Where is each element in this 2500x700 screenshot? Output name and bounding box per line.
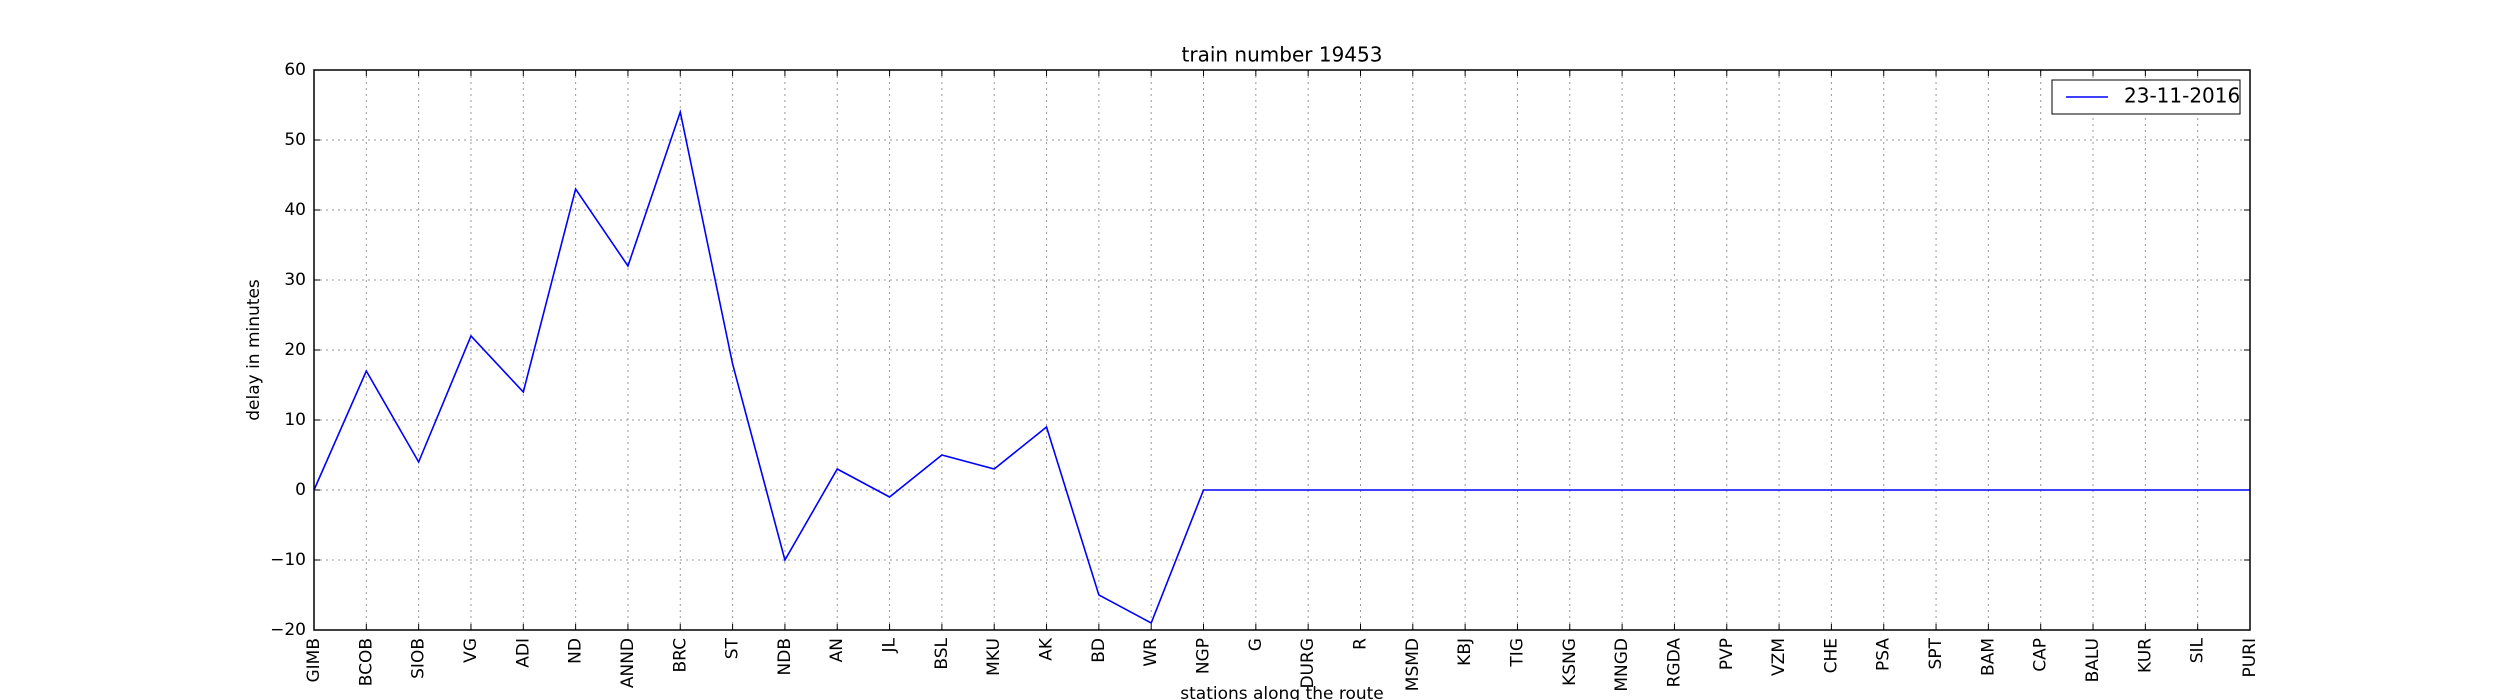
y-tick-label: 10: [284, 410, 306, 430]
y-tick-label: 60: [284, 60, 306, 80]
legend: 23-11-2016: [2051, 79, 2241, 115]
x-tick-label: VG: [461, 638, 481, 663]
x-tick-label: MSMD: [1403, 638, 1423, 691]
x-tick-label: KUR: [2135, 638, 2155, 673]
x-tick-label: KSNG: [1560, 638, 1580, 686]
y-tick-label: 0: [295, 480, 306, 500]
y-tick-label: 50: [284, 130, 306, 150]
x-tick-label: ND: [566, 638, 586, 664]
x-tick-label: PURI: [2240, 638, 2260, 678]
data-line: [313, 108, 2250, 625]
x-tick-label: PVP: [1717, 638, 1737, 670]
x-tick-label: CAP: [2031, 638, 2051, 672]
chart-title: train number 19453: [1182, 43, 1383, 67]
x-tick-label: G: [1246, 638, 1266, 651]
x-tick-label: ANND: [618, 638, 638, 688]
y-tick-label: 40: [284, 200, 306, 220]
x-tick-label: BAM: [1978, 638, 1998, 676]
x-tick-label: SPT: [1926, 637, 1946, 669]
x-tick-label: ST: [723, 637, 743, 659]
x-tick-label: PSA: [1874, 638, 1894, 671]
x-tick-label: TIG: [1507, 638, 1527, 668]
x-tick-label: JL: [880, 637, 900, 653]
x-tick-label: BRC: [670, 638, 690, 673]
x-tick-label: RGDA: [1664, 638, 1684, 688]
x-tick-label: WR: [1141, 638, 1161, 667]
plot-frame: [313, 69, 2251, 631]
x-tick-label: NDB: [775, 638, 795, 675]
x-tick-label: ADI: [513, 638, 533, 668]
x-tick-label: R: [1350, 638, 1370, 650]
x-tick-label: AK: [1037, 637, 1057, 661]
y-axis-label: delay in minutes: [244, 279, 264, 421]
legend-label: 23-11-2016: [2124, 84, 2240, 108]
x-tick-label: BSL: [932, 637, 952, 669]
x-tick-label: MNGD: [1612, 638, 1632, 692]
x-tick-label: BCOB: [356, 638, 376, 686]
x-tick-label: DURG: [1298, 638, 1318, 689]
x-tick-label: MKU: [984, 638, 1004, 676]
x-tick-label: BALU: [2083, 638, 2103, 682]
x-tick-label: GIMB: [304, 638, 324, 683]
x-tick-label: KBJ: [1455, 638, 1475, 666]
x-tick-label: SIL: [2188, 637, 2208, 663]
y-tick-label: 30: [284, 270, 306, 290]
x-tick-label: VZM: [1769, 638, 1789, 676]
x-tick-label: BD: [1089, 638, 1109, 663]
x-tick-label: AN: [827, 638, 847, 662]
y-tick-label: −20: [270, 620, 306, 640]
y-tick-label: 20: [284, 340, 306, 360]
x-tick-label: NGP: [1194, 638, 1214, 674]
y-tick-label: −10: [270, 550, 306, 570]
x-tick-label: CHE: [1821, 638, 1841, 673]
x-axis-label: stations along the route: [1180, 684, 1384, 700]
x-tick-label: SIOB: [409, 638, 429, 679]
